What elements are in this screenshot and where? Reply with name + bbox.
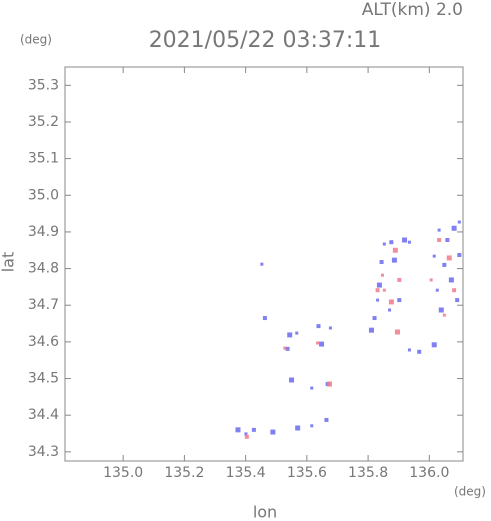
point xyxy=(328,326,332,330)
point xyxy=(391,257,397,263)
x-axis-label: lon xyxy=(253,503,277,521)
point xyxy=(316,324,321,329)
point xyxy=(295,425,301,431)
x-tick-label: 135.8 xyxy=(348,465,388,481)
x-tick-label: 135.6 xyxy=(287,465,327,481)
y-tick-label: 34.9 xyxy=(28,224,59,240)
point xyxy=(397,298,402,303)
y-axis-label: lat xyxy=(0,252,18,273)
x-tick-label: 136.0 xyxy=(409,465,449,481)
point xyxy=(283,346,287,350)
x-unit: (deg) xyxy=(454,485,486,499)
point xyxy=(244,432,248,436)
point xyxy=(431,342,437,348)
point xyxy=(319,341,325,347)
point xyxy=(382,288,386,292)
point xyxy=(392,247,398,253)
point xyxy=(448,277,454,283)
point xyxy=(438,307,444,313)
point xyxy=(407,348,411,352)
point xyxy=(368,327,374,333)
point xyxy=(251,427,256,432)
point xyxy=(445,237,450,242)
point xyxy=(397,277,402,282)
point xyxy=(287,332,293,338)
point xyxy=(376,298,380,302)
altitude-label: ALT(km) 2.0 xyxy=(362,0,463,20)
point xyxy=(316,341,320,345)
point xyxy=(442,313,446,317)
y-tick-label: 35.1 xyxy=(28,151,59,167)
point xyxy=(457,253,462,258)
point xyxy=(451,225,457,231)
point xyxy=(270,429,276,435)
y-tick-label: 35.2 xyxy=(28,114,59,130)
chart-title: 2021/05/22 03:37:11 xyxy=(149,28,382,53)
point xyxy=(407,240,411,244)
point xyxy=(379,259,384,264)
y-tick-label: 34.8 xyxy=(28,261,59,277)
point xyxy=(382,242,386,246)
y-tick-label: 34.4 xyxy=(28,407,59,423)
point xyxy=(417,349,422,354)
point xyxy=(260,262,264,266)
point xyxy=(285,346,290,351)
point xyxy=(380,273,384,277)
point xyxy=(437,237,442,242)
point xyxy=(457,220,461,224)
point xyxy=(310,424,314,428)
y-tick-label: 34.6 xyxy=(28,334,59,350)
point xyxy=(310,386,314,390)
y-tick-label: 34.7 xyxy=(28,297,59,313)
point xyxy=(455,298,460,303)
point xyxy=(376,282,382,288)
point xyxy=(432,254,436,258)
point xyxy=(442,262,447,267)
point xyxy=(437,228,441,232)
point xyxy=(289,377,295,383)
point xyxy=(324,417,329,422)
y-tick-label: 34.3 xyxy=(28,444,59,460)
y-tick-label: 34.5 xyxy=(28,371,59,387)
x-tick-label: 135.0 xyxy=(103,465,143,481)
point xyxy=(244,434,249,439)
y-tick-label: 35.0 xyxy=(28,187,59,203)
point xyxy=(388,308,392,312)
point xyxy=(235,427,241,433)
point xyxy=(402,237,408,243)
point xyxy=(429,278,433,282)
point xyxy=(435,288,439,292)
point xyxy=(295,331,299,335)
x-tick-label: 135.4 xyxy=(226,465,266,481)
y-unit: (deg) xyxy=(20,33,52,47)
point xyxy=(375,288,380,293)
x-tick-label: 135.2 xyxy=(164,465,204,481)
point xyxy=(446,255,452,261)
point xyxy=(452,288,457,293)
y-tick-label: 35.3 xyxy=(28,77,59,93)
point xyxy=(388,299,394,305)
point xyxy=(262,316,267,321)
point xyxy=(394,329,400,335)
point xyxy=(327,381,333,387)
point xyxy=(372,316,377,321)
point xyxy=(389,240,394,245)
plot-frame xyxy=(64,66,464,462)
